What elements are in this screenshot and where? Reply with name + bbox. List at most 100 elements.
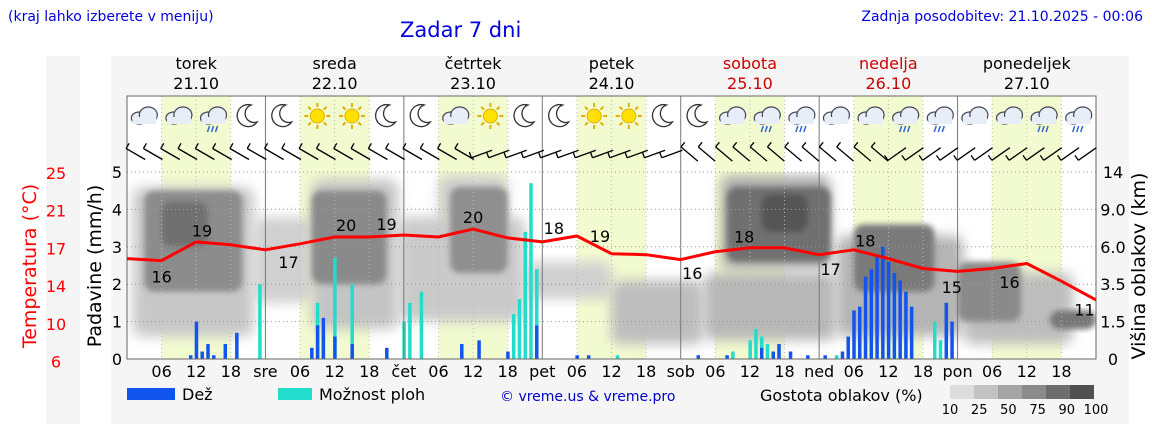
page-title: Zadar 7 dni [400,18,521,42]
x-hour-label: 18 [221,362,241,381]
cloud-height-tick: 6.0 [1100,238,1125,257]
wind-barb [488,149,510,159]
rain-cloud-icon [1030,106,1058,133]
wind-barb-flag [160,142,165,149]
cloud-height-tick: 1.5 [1100,313,1125,332]
temperature-label: 20 [463,208,483,227]
cloud-icon [130,106,158,125]
wind-barb-flag [194,142,199,149]
rain-bar [696,355,701,359]
wind-barb-flag [125,142,130,149]
rain-bar [950,321,954,359]
rain-bar [212,355,216,359]
density-tick: 75 [1029,403,1046,418]
cloud-icon [995,106,1024,125]
precip-tick: 3 [112,238,122,257]
cloud-icon [961,106,989,125]
density-swatch [974,385,998,399]
cloud-blob [853,224,935,292]
wind-barb-flag [212,142,217,149]
wind-barb [437,147,457,161]
wind-barb-flag [1057,155,1062,161]
cloud-density-scale: 10 25 50 75 90 100 [942,385,1109,418]
rain-bar [350,344,354,359]
temperature-line [126,227,1097,302]
moon-icon [548,103,571,128]
day-name: torek [176,54,218,73]
showers-bar [754,329,758,359]
wind-barb [1026,147,1045,161]
wind-barb-flag [1039,155,1045,161]
wind-barb-flag [281,142,286,149]
wind-barb [1060,147,1080,161]
rain-cloud-icon [1065,106,1093,133]
x-hour-label: 12 [601,362,621,381]
wind-barb [853,146,872,162]
density-tick: 50 [1000,403,1017,418]
temperature-label: 17 [820,260,840,279]
day-date: 21.10 [173,74,219,93]
wind-barb [316,147,336,161]
sun-icon [338,103,365,129]
rain-bar [235,332,239,359]
rain-bar [898,280,902,359]
cloud-blob [253,216,312,303]
wind-barb-flag [419,142,424,149]
moon-icon [409,103,432,128]
temperature-ticks: 25 21 17 14 10 6 [46,164,66,372]
rain-bar [759,347,764,359]
wind-barb [922,147,941,161]
x-hour-label: 12 [186,362,206,381]
precip-tick: 0 [112,350,122,369]
density-tick: 100 [1084,403,1109,418]
rain-legend-swatch [127,388,175,400]
rain-bar [333,336,337,359]
wind-barb-flag [572,151,576,158]
cloud-density-label: Gostota oblakov (%) [760,386,923,405]
showers-bar [350,284,354,359]
wind-barb [991,147,1011,161]
wind-barb [177,147,198,161]
x-day-label: sob [667,362,695,381]
rain-bar [909,306,914,359]
rain-bar [194,321,199,359]
temperature-label: 16 [151,268,171,287]
rain-bar [886,261,891,359]
wind-barb [574,149,597,159]
cloud-icon [719,106,747,125]
x-hour-label: 12 [324,362,344,381]
density-tick: 90 [1059,403,1076,418]
showers-bar [731,351,735,359]
rain-bar [315,325,320,359]
day-name: sobota [723,54,777,73]
cloud-layer [132,175,1096,345]
wind-barb [870,146,889,162]
temperature-label: 19 [192,221,212,240]
cloud-height-tick: 9.0 [1100,200,1125,219]
temperature-label: 18 [855,232,875,251]
rain-bar [846,336,850,359]
wind-barb [661,149,683,159]
day-name: sreda [312,54,356,73]
wind-barb [125,147,146,161]
wind-barb [818,146,837,162]
wind-barb [680,146,699,162]
x-hour-label: 06 [290,362,310,381]
wind-barb-flag [641,151,646,158]
wind-barb [264,147,284,161]
wind-barb-flag [624,151,628,158]
wind-barb-flag [486,151,490,158]
rain-cloud-icon [926,106,954,133]
wind-barb-flag [836,141,842,148]
wind-barb [609,149,631,159]
temperature-tick: 10 [46,315,66,334]
wind-barb-flag [801,141,807,148]
day-date: 23.10 [450,74,496,93]
temperature-label: 16 [999,273,1019,292]
credit-link[interactable]: © vreme.us & vreme.pro [500,389,675,405]
wind-barb-flag [901,155,906,161]
cloud-blob [161,201,208,247]
wind-barb-flag [818,141,824,148]
